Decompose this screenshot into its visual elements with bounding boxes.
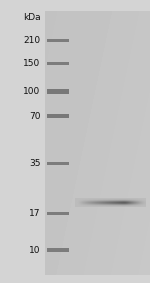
Text: 35: 35 [29, 159, 40, 168]
Text: 150: 150 [23, 59, 40, 68]
Text: 210: 210 [23, 36, 40, 45]
Bar [46, 162, 69, 166]
Text: 100: 100 [23, 87, 40, 96]
Bar [46, 114, 69, 118]
Text: kDa: kDa [23, 13, 40, 22]
Bar [46, 62, 69, 65]
Text: 10: 10 [29, 246, 40, 255]
Bar [46, 248, 69, 252]
Text: 70: 70 [29, 112, 40, 121]
Bar [46, 89, 69, 94]
Bar [46, 39, 69, 42]
Text: 17: 17 [29, 209, 40, 218]
Bar [46, 212, 69, 215]
